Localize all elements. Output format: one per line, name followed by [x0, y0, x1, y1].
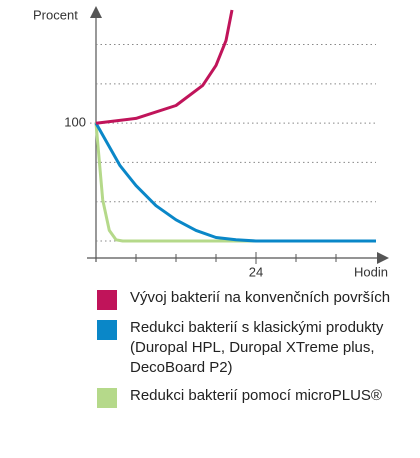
legend-swatch — [97, 388, 117, 408]
series-line — [94, 122, 376, 243]
legend: Vývoj bakterií na konvenčních površích Re… — [97, 288, 397, 416]
y-axis-label: Procent — [33, 7, 78, 22]
legend-item: Redukci bakterií pomocí microPLUS® — [97, 386, 397, 408]
legend-item: Vývoj bakterií na konvenčních površích — [97, 288, 397, 310]
legend-item: Redukci bakterií s klasickými produkty (… — [97, 318, 397, 378]
y-arrow — [90, 6, 102, 18]
series-line — [94, 123, 256, 243]
x-arrow — [377, 252, 389, 264]
x-tick-label: 24 — [249, 264, 263, 279]
legend-swatch — [97, 290, 117, 310]
y-tick-label: 100 — [64, 115, 86, 130]
legend-label: Redukci bakterií pomocí microPLUS® — [130, 387, 382, 404]
legend-swatch — [97, 320, 117, 340]
chart: Procent Hodin 100 24 — [33, 6, 389, 279]
legend-label: Redukci bakterií s klasickými produkty (… — [130, 319, 384, 376]
series-line — [95, 9, 234, 125]
x-axis-label: Hodin — [354, 264, 388, 279]
legend-label: Vývoj bakterií na konvenčních površích — [130, 289, 391, 306]
